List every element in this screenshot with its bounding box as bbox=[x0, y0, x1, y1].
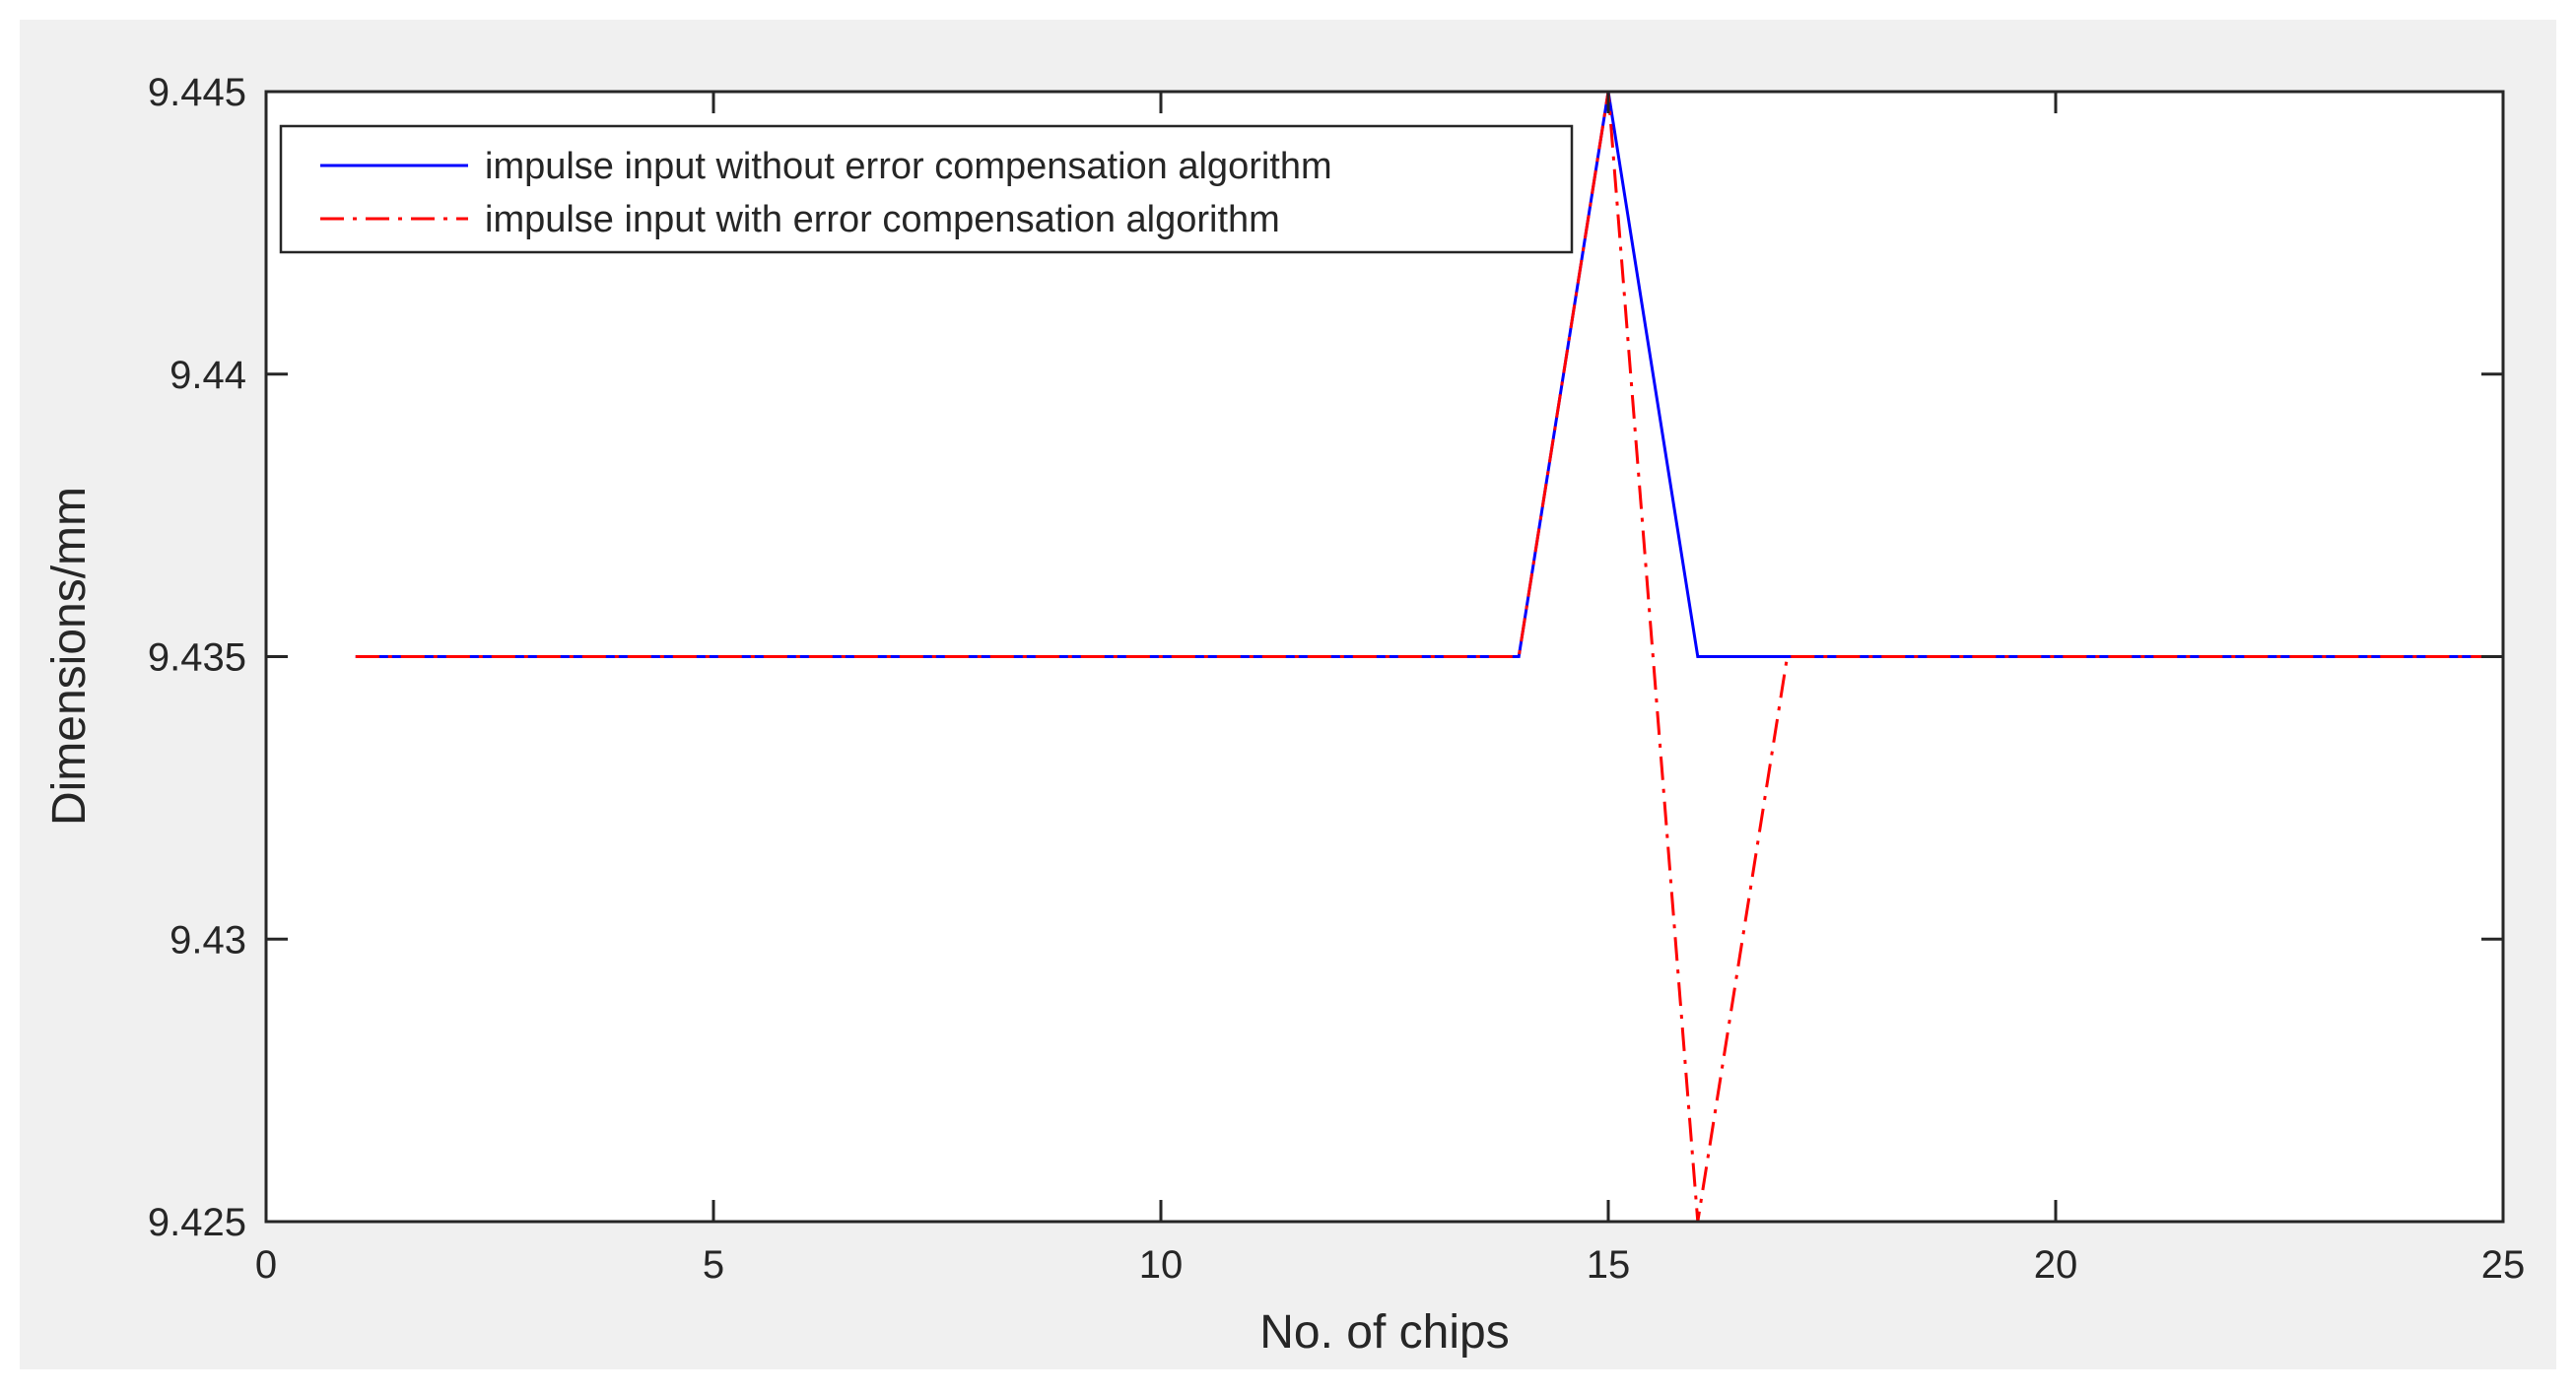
y-tick-label: 9.445 bbox=[148, 71, 246, 114]
series-line-with-compensation bbox=[355, 91, 2503, 1223]
y-axis-label: Dimensions/mm bbox=[43, 487, 96, 826]
plot-frame bbox=[264, 90, 2505, 1224]
legend-label-without-compensation: impulse input without error compensation… bbox=[485, 146, 1332, 187]
x-axis-label: No. of chips bbox=[1259, 1306, 1509, 1359]
y-tick-label: 9.44 bbox=[169, 354, 246, 397]
legend-label-with-compensation: impulse input with error compensation al… bbox=[485, 199, 1280, 240]
x-tick-label: 5 bbox=[703, 1243, 724, 1287]
x-tick-label: 10 bbox=[1139, 1243, 1184, 1287]
legend-box bbox=[279, 124, 1574, 254]
y-tick-label: 9.435 bbox=[148, 636, 246, 680]
y-tick-label: 9.43 bbox=[169, 918, 246, 962]
x-tick-label: 0 bbox=[255, 1243, 277, 1287]
x-tick-label: 25 bbox=[2481, 1243, 2526, 1287]
x-tick-label: 20 bbox=[2034, 1243, 2078, 1287]
x-tick-label: 15 bbox=[1587, 1243, 1631, 1287]
y-tick-label: 9.425 bbox=[148, 1201, 246, 1244]
legend: impulse input without error compensation… bbox=[279, 124, 1574, 254]
